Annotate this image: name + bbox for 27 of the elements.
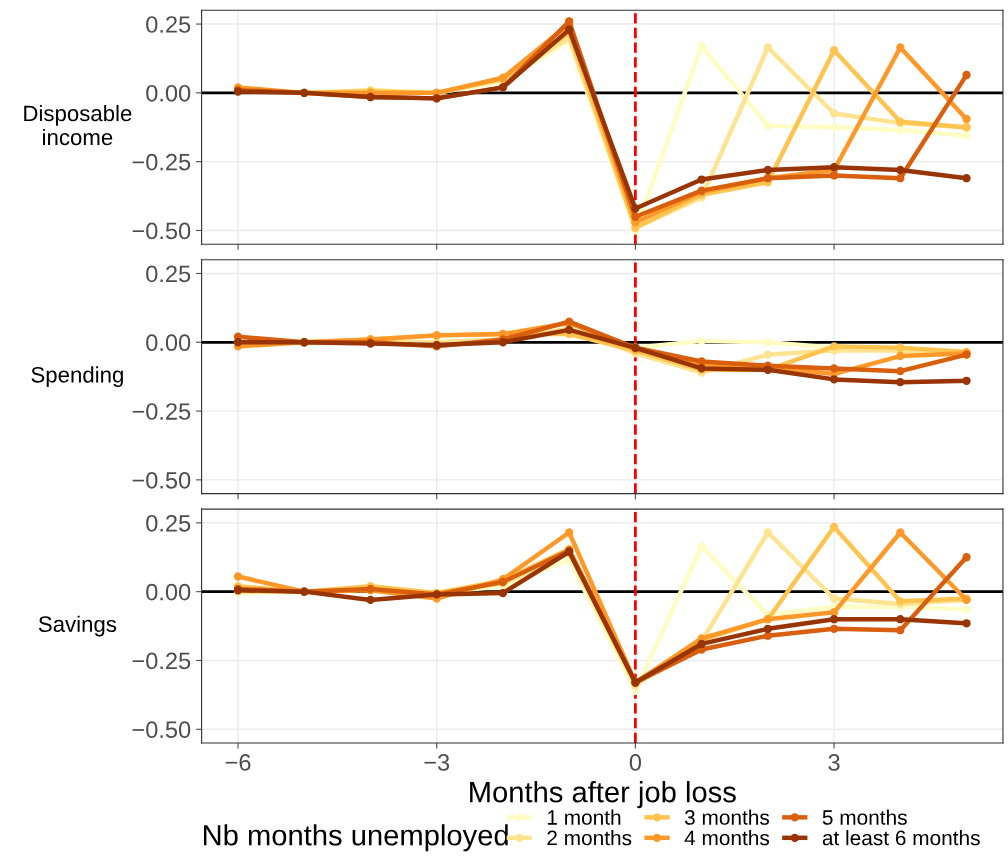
y-tick-label: 0.00 <box>146 583 191 601</box>
legend-label: 1 month <box>547 809 621 825</box>
x-tick-label: −3 <box>424 754 450 771</box>
x-axis-title: Months after job loss <box>470 781 736 809</box>
y-tick-label: −0.25 <box>132 153 191 171</box>
y-tick-label: −0.50 <box>132 471 191 489</box>
x-tick-label: 3 <box>828 754 840 771</box>
legend-label: 4 months <box>684 830 770 846</box>
legend-label: 3 months <box>684 809 770 825</box>
y-tick-label: 0.00 <box>146 84 191 102</box>
y-tick-label: −0.25 <box>132 403 191 420</box>
legend-label: 5 months <box>822 809 907 825</box>
y-tick-label: −0.50 <box>132 721 191 739</box>
y-tick-label: 0.25 <box>146 265 191 283</box>
legend-label: 2 months <box>547 830 632 846</box>
x-tick-label: 0 <box>629 754 642 771</box>
y-axis-title: Disposable income <box>24 104 132 146</box>
y-axis-title: Spending <box>31 366 123 388</box>
x-tick-label: −6 <box>225 754 251 771</box>
y-tick-label: 0.00 <box>146 334 191 352</box>
legend-label: at least 6 months <box>822 830 980 846</box>
legend-title: Nb months unemployed <box>203 824 508 852</box>
y-tick-label: 0.25 <box>146 514 191 532</box>
y-axis-title: Savings <box>38 615 117 637</box>
y-tick-label: 0.25 <box>146 16 191 33</box>
y-tick-label: −0.25 <box>132 652 191 670</box>
y-tick-label: −0.50 <box>132 222 191 240</box>
